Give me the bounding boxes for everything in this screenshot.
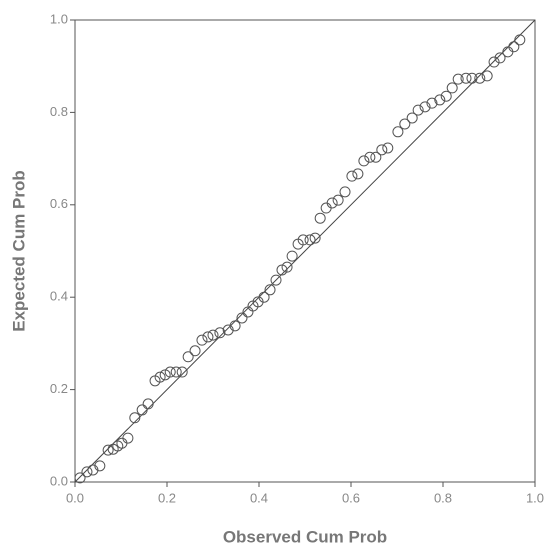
y-tick-label: 0.0 [50, 473, 68, 488]
point [287, 251, 297, 261]
point [475, 73, 485, 83]
point [327, 198, 337, 208]
point [143, 399, 153, 409]
x-tick-label: 0.6 [342, 490, 360, 505]
point [353, 169, 363, 179]
point [82, 467, 92, 477]
y-tick-label: 0.8 [50, 104, 68, 119]
point [333, 195, 343, 205]
chart: Observed Cum Prob Expected Cum Prob 0.0 0… [0, 0, 546, 551]
point [482, 71, 492, 81]
point [137, 405, 147, 415]
x-tick-label: 0.0 [66, 490, 84, 505]
point [340, 187, 350, 197]
point [171, 367, 181, 377]
point [447, 83, 457, 93]
y-axis-title: Expected Cum Prob [9, 170, 28, 332]
point [503, 47, 513, 57]
point [75, 473, 85, 483]
x-tick-label: 0.8 [434, 490, 452, 505]
point [365, 152, 375, 162]
point [315, 213, 325, 223]
x-tick-label: 0.2 [158, 490, 176, 505]
point [393, 127, 403, 137]
x-axis-title: Observed Cum Prob [223, 527, 387, 546]
point [383, 143, 393, 153]
point [359, 156, 369, 166]
point [377, 145, 387, 155]
point [509, 42, 519, 52]
point [190, 346, 200, 356]
point [197, 335, 207, 345]
point [467, 73, 477, 83]
x-tick-label: 1.0 [526, 490, 544, 505]
y-tick-label: 0.6 [50, 196, 68, 211]
y-tick-label: 1.0 [50, 11, 68, 26]
point [461, 73, 471, 83]
x-tick-label: 0.4 [250, 490, 268, 505]
page: Observed Cum Prob Expected Cum Prob 0.0 0… [0, 0, 546, 551]
reference-line [75, 20, 535, 482]
point [515, 35, 525, 45]
point [123, 433, 133, 443]
point [321, 203, 331, 213]
point [347, 171, 357, 181]
y-tick-label: 0.4 [50, 289, 68, 304]
y-tick-label: 0.2 [50, 381, 68, 396]
point [183, 352, 193, 362]
point [177, 367, 187, 377]
